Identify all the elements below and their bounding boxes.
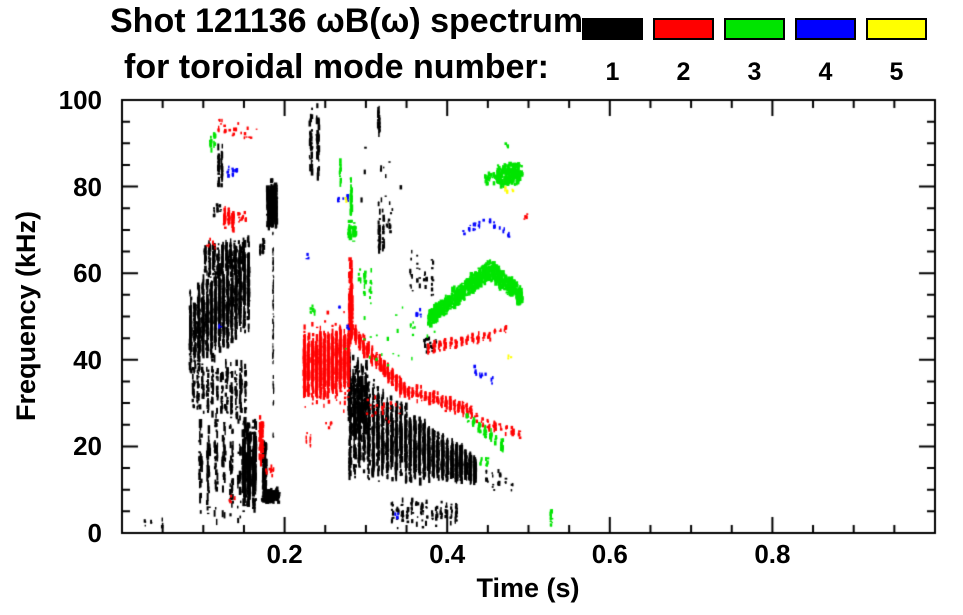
legend-item-4: 4: [795, 18, 856, 85]
legend-swatch-4: [795, 18, 856, 40]
y-tick-label-20: 20: [73, 431, 102, 462]
x-tick-label-0.8: 0.8: [754, 539, 791, 569]
legend-label-4: 4: [818, 58, 833, 86]
legend-swatch-2: [653, 18, 714, 40]
y-tick-label-100: 100: [58, 85, 102, 115]
x-tick-label-0.4: 0.4: [429, 539, 466, 569]
legend-swatch-3: [724, 18, 785, 40]
y-tick-label-40: 40: [73, 344, 102, 375]
x-tick-label-0.6: 0.6: [591, 539, 628, 569]
y-tick-label-60: 60: [73, 258, 102, 289]
chart-title-line2: for toroidal mode number:: [124, 48, 549, 86]
x-tick-label-0.2: 0.2: [266, 539, 303, 569]
x-axis-title: Time (s): [476, 573, 580, 603]
legend-label-5: 5: [889, 58, 904, 86]
legend: 1 2 3 4 5: [582, 18, 927, 85]
legend-item-3: 3: [724, 18, 785, 85]
y-tick-label-0: 0: [87, 518, 102, 548]
legend-swatch-5: [866, 18, 927, 40]
legend-label-1: 1: [605, 58, 620, 86]
chart-title-line1: Shot 121136 ωB(ω) spectrum: [110, 2, 584, 40]
legend-swatch-1: [582, 18, 643, 40]
legend-item-2: 2: [653, 18, 714, 85]
legend-item-1: 1: [582, 18, 643, 85]
y-axis-title: Frequency (kHz): [11, 210, 41, 422]
legend-item-5: 5: [866, 18, 927, 85]
legend-label-2: 2: [676, 58, 691, 86]
y-tick-label-80: 80: [73, 171, 102, 202]
legend-label-3: 3: [747, 58, 762, 86]
